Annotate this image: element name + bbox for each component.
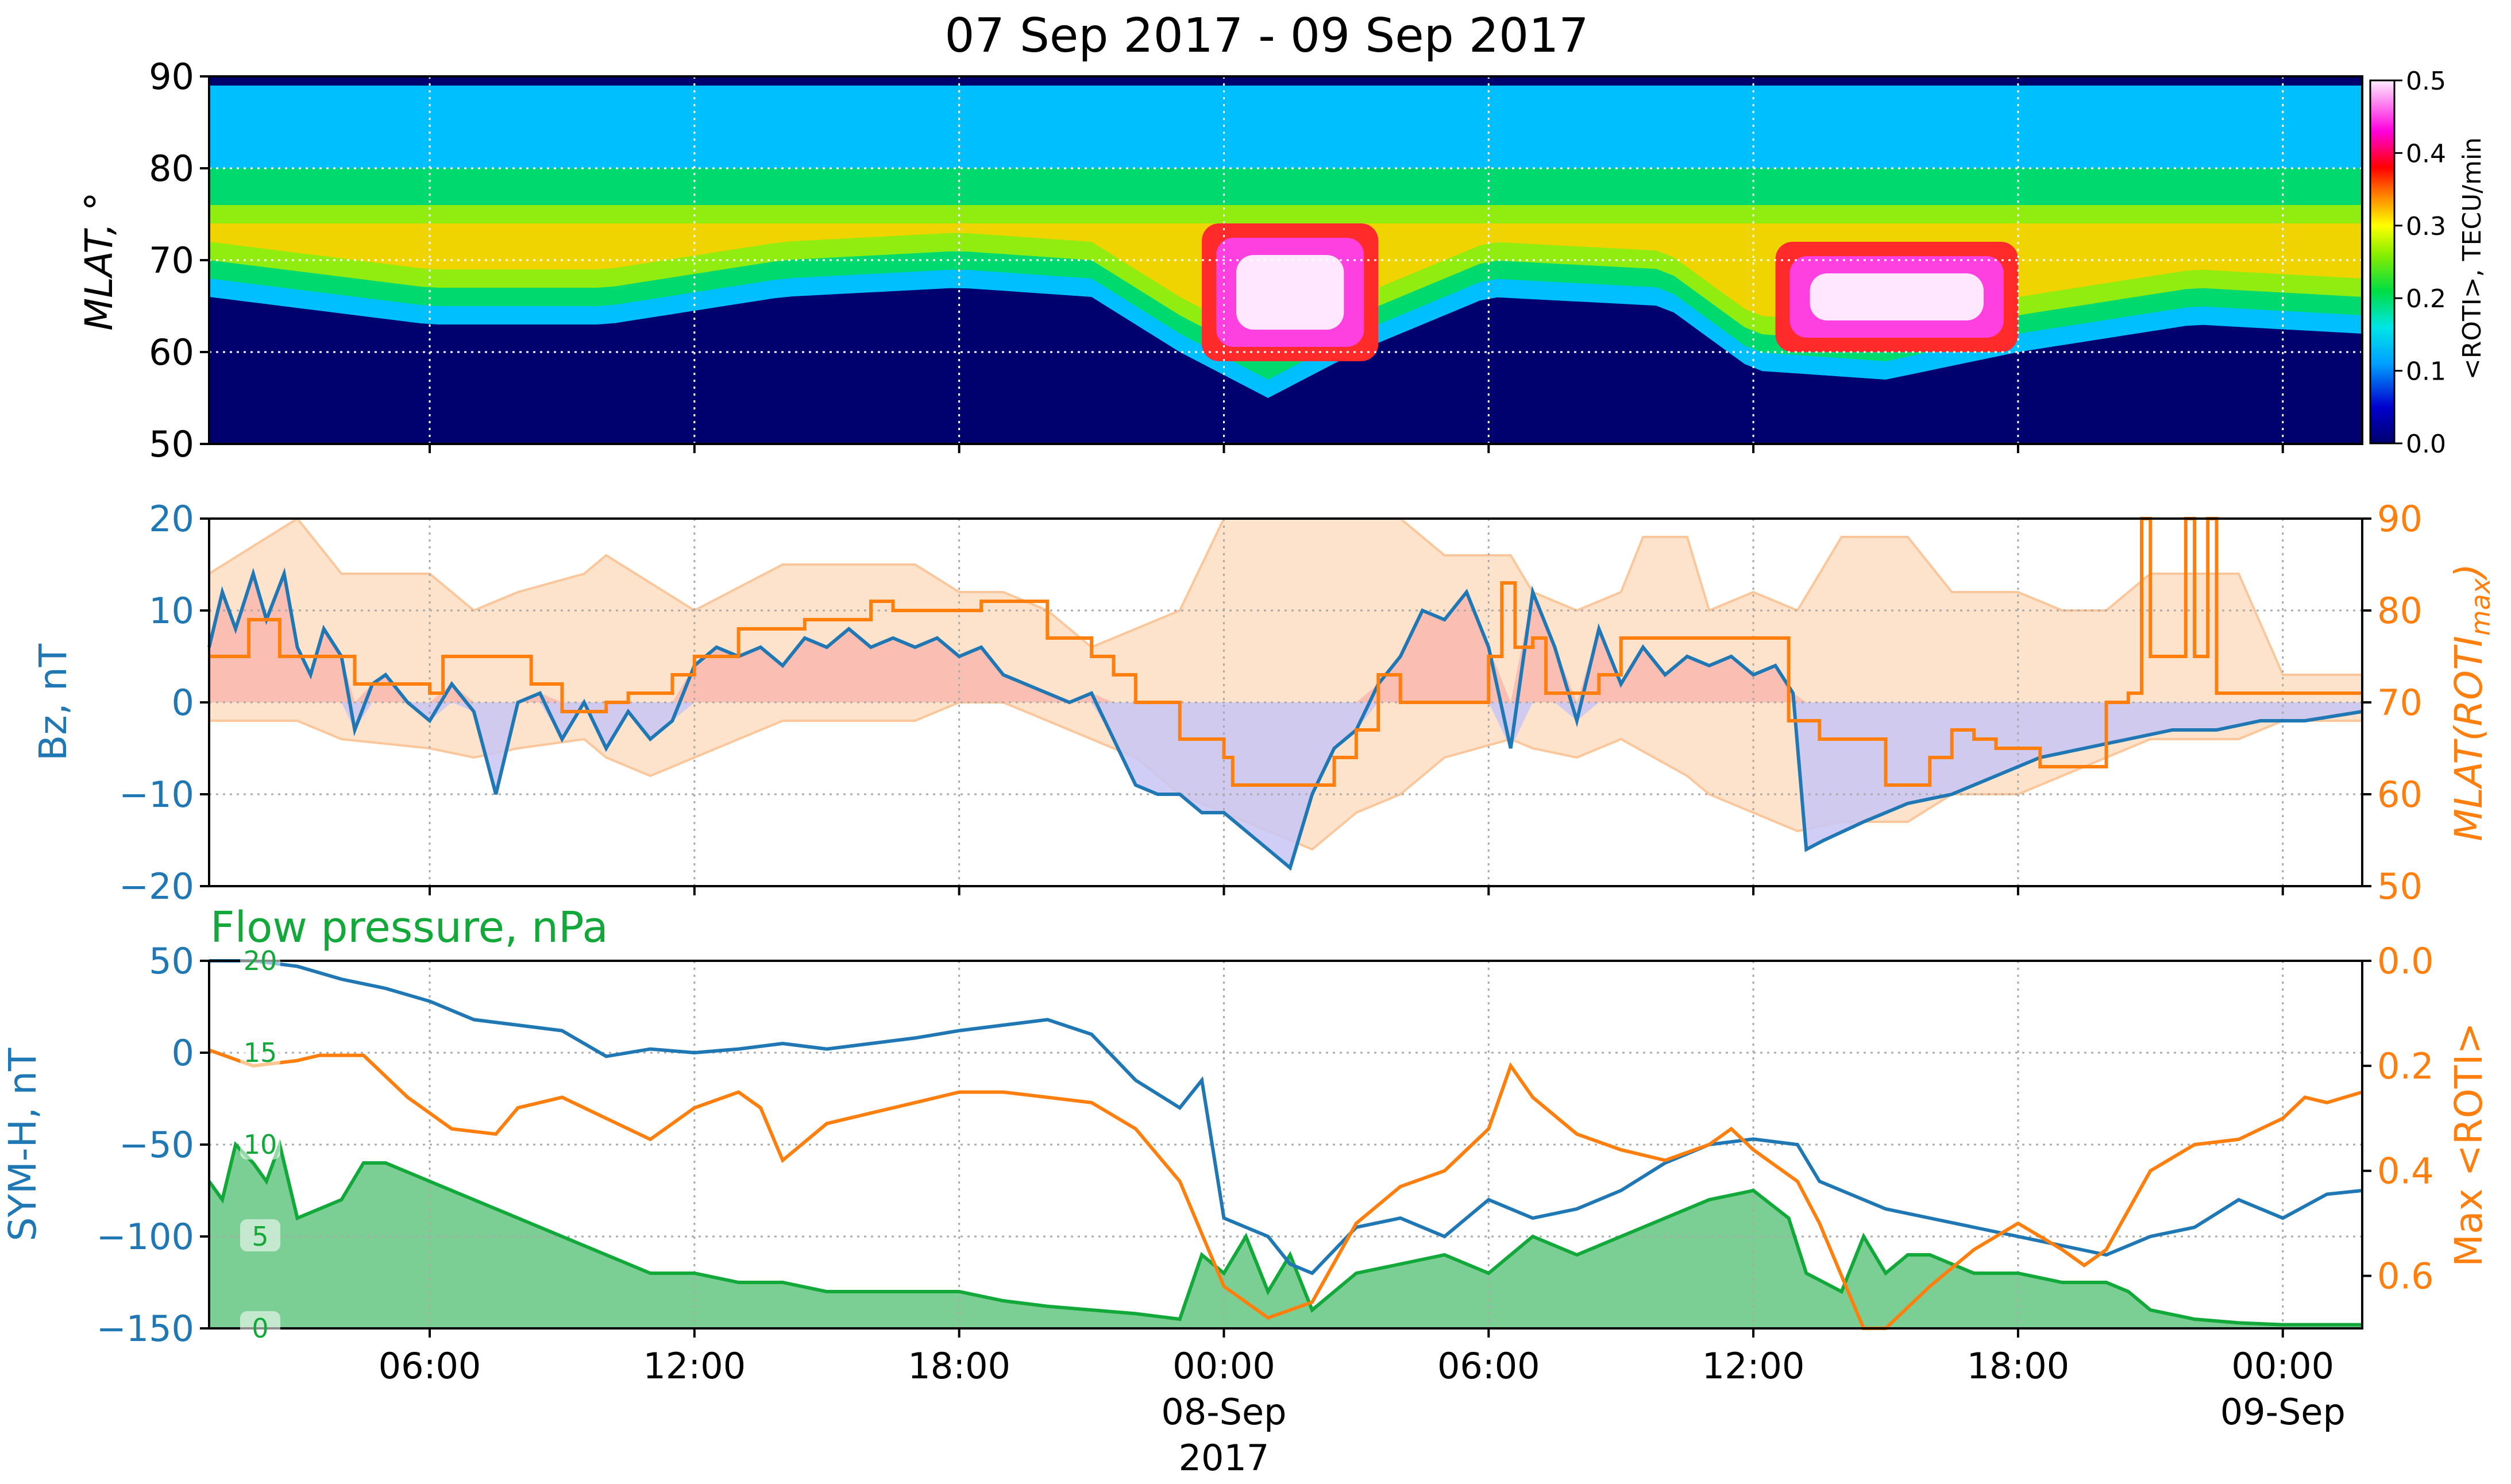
left-y-tick-label: 0 xyxy=(172,682,194,724)
x-tick-label: 12:00 xyxy=(643,1345,746,1387)
pressure-tick-label: 20 xyxy=(244,945,277,976)
roti-peak-core xyxy=(1236,255,1344,330)
left-y-tick-label: −100 xyxy=(97,1216,194,1258)
roti-peak-core xyxy=(1810,273,1984,320)
left-y-tick-label: 20 xyxy=(149,498,194,540)
right-y-tick-label: 90 xyxy=(2377,498,2423,540)
pressure-tick-box xyxy=(240,1127,280,1160)
symh-ylabel: SYM-H, nT xyxy=(1,1048,45,1241)
left-y-tick-label: −10 xyxy=(119,774,194,816)
right-y-tick-label: 70 xyxy=(2377,682,2423,724)
pressure-tick-box xyxy=(240,1311,280,1343)
figure-title: 07 Sep 2017 - 09 Sep 2017 xyxy=(944,9,1588,63)
roti-map-y-ticks: 50 60 70 80 90 xyxy=(149,56,209,465)
roti-map-ylabel: MLAT, ° xyxy=(77,192,121,331)
shared-x-axis: 06:00 12:00 18:00 00:00 06:00 12:00 18:00 00:00… xyxy=(379,444,2346,1479)
colorbar-tick-label: 0.0 xyxy=(2406,430,2446,459)
y-tick-label: 50 xyxy=(149,423,194,465)
roti-map-gridlines xyxy=(209,76,2362,444)
colorbar-ticks: 0.0 0.1 0.2 0.3 0.4 0.5 xyxy=(2394,67,2446,459)
colorbar-tick-label: 0.1 xyxy=(2406,357,2446,387)
left-y-tick-label: −150 xyxy=(97,1308,194,1350)
left-y-tick-label: 0 xyxy=(172,1032,194,1074)
left-y-tick-label: 10 xyxy=(149,590,194,632)
right-y-tick-label: 80 xyxy=(2377,590,2423,632)
right-y-tick-label: 0.2 xyxy=(2377,1045,2434,1087)
colorbar xyxy=(2369,79,2396,445)
max-roti-series-line xyxy=(208,1048,2363,1330)
x-tick-label: 18:00 xyxy=(908,1345,1010,1387)
x-tick-label: 00:00 xyxy=(1172,1345,1275,1387)
y-tick-label: 70 xyxy=(149,239,194,281)
bz-positive-fill xyxy=(209,574,2362,702)
symh-series-line xyxy=(209,959,2363,1276)
pressure-tick-label: 10 xyxy=(244,1129,277,1160)
x-tick-label: 00:00 xyxy=(2231,1345,2334,1387)
colorbar-label: <ROTI>, TECU/min xyxy=(2458,137,2487,380)
x-tick-label: 06:00 xyxy=(379,1345,481,1387)
bz-fills xyxy=(208,517,2363,868)
y-tick-label: 60 xyxy=(149,331,194,373)
left-y-tick-label: 50 xyxy=(149,940,194,982)
mlat-rotimax-series-line xyxy=(209,517,2362,787)
max-roti-ylabel: Max <ROTI> xyxy=(2447,1022,2491,1267)
pressure-tick-label: 0 xyxy=(252,1313,268,1344)
pressure-tick-label: 5 xyxy=(252,1221,268,1252)
right-y-tick-label: 0.0 xyxy=(2377,940,2434,982)
flow-pressure-line xyxy=(207,1138,2362,1327)
x-date-label: 09-Sep xyxy=(2220,1391,2346,1433)
x-tick-label: 18:00 xyxy=(1967,1345,2070,1387)
colorbar-tick-label: 0.5 xyxy=(2406,67,2446,96)
bz-y-ticks: −20 −10 0 10 20 50 60 70 80 90 xyxy=(119,498,2423,907)
bz-series-line xyxy=(207,567,2363,871)
pressure-tick-label: 15 xyxy=(244,1037,277,1068)
right-y-tick-label: 0.6 xyxy=(2377,1255,2434,1297)
bz-ylabel: Bz, nT xyxy=(31,643,75,761)
left-y-tick-label: −20 xyxy=(119,865,194,907)
mlat-ylabel-main: MLAT(ROTI xyxy=(2447,636,2491,841)
roti-heatmap-bands xyxy=(209,86,2362,398)
y-tick-label: 80 xyxy=(149,148,194,190)
pressure-tick-box xyxy=(240,944,280,976)
symh-panel: −150 −100 −50 0 50 0.0 0.2 0.4 0.6 0 5 10 15 20 Flow… xyxy=(1,903,2491,1350)
x-date-label: 08-Sep xyxy=(1161,1391,1286,1433)
flow-pressure-title: Flow pressure, nPa xyxy=(210,903,608,952)
roti-map-panel: 50 60 70 80 90 MLAT, ° 0.0 0.1 0.2 0.3 0.4 0.5 <R… xyxy=(77,56,2487,465)
mlat-ylabel-close: ) xyxy=(2447,563,2491,581)
mlat-ylabel: MLAT(ROTImax) xyxy=(2447,563,2496,841)
colorbar-tick-label: 0.2 xyxy=(2406,284,2446,314)
pressure-tick-box xyxy=(240,1035,280,1068)
mlat-ylabel-subscript: max xyxy=(2465,578,2496,636)
pressure-ticks: 0 5 10 15 20 xyxy=(240,944,280,1344)
x-tick-label: 06:00 xyxy=(1437,1345,1540,1387)
colorbar-tick-label: 0.3 xyxy=(2406,212,2446,241)
colorbar-tick-label: 0.4 xyxy=(2406,139,2446,168)
symh-gridlines xyxy=(209,961,2362,1328)
right-y-tick-label: 50 xyxy=(2377,865,2423,907)
bz-gridlines xyxy=(209,519,2362,886)
pressure-tick-box xyxy=(240,1219,280,1251)
x-year-label: 2017 xyxy=(1179,1437,1270,1479)
left-y-tick-label: −50 xyxy=(119,1124,194,1166)
right-y-tick-label: 0.4 xyxy=(2377,1150,2434,1192)
bz-panel: −20 −10 0 10 20 50 60 70 80 90 Bz, nT MLAT(ROTIma… xyxy=(31,498,2496,907)
x-tick-label: 12:00 xyxy=(1702,1345,1805,1387)
right-y-tick-label: 60 xyxy=(2377,774,2423,816)
y-tick-label: 90 xyxy=(149,56,194,98)
